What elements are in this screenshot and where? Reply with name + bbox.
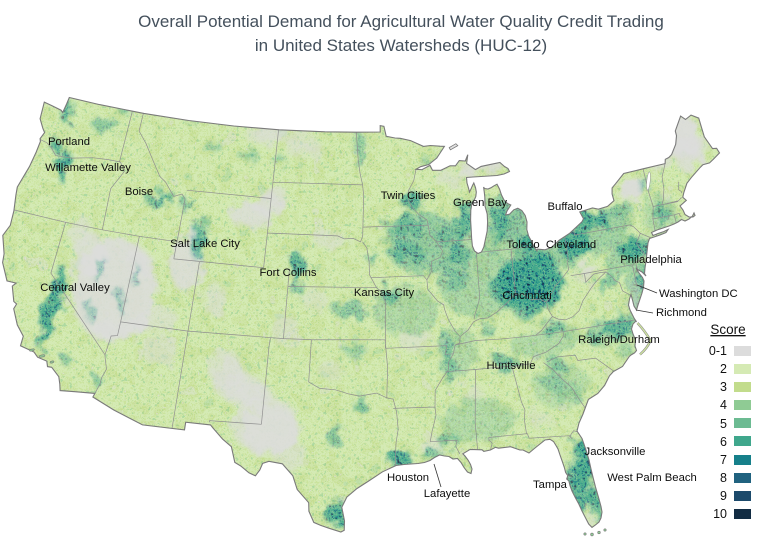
svg-text:Twin Cities: Twin Cities (381, 190, 436, 202)
svg-text:Philadelphia: Philadelphia (620, 254, 682, 266)
svg-text:Central Valley: Central Valley (40, 282, 110, 294)
svg-text:Houston: Houston (387, 472, 429, 484)
svg-text:Buffalo: Buffalo (548, 201, 583, 213)
svg-text:10: 10 (713, 507, 727, 521)
svg-text:Lafayette: Lafayette (424, 488, 470, 500)
svg-text:6: 6 (720, 435, 727, 449)
svg-text:8: 8 (720, 471, 727, 485)
svg-text:9: 9 (720, 489, 727, 503)
svg-text:Score: Score (710, 322, 745, 337)
svg-text:Richmond: Richmond (656, 307, 707, 319)
svg-text:Toledo: Toledo (506, 239, 539, 251)
svg-text:Portland: Portland (48, 136, 90, 148)
svg-text:Jacksonville: Jacksonville (585, 446, 646, 458)
svg-text:Willamette Valley: Willamette Valley (45, 162, 131, 174)
svg-text:Boise: Boise (125, 186, 153, 198)
svg-text:Fort Collins: Fort Collins (259, 267, 316, 279)
svg-text:5: 5 (720, 417, 727, 431)
svg-text:Raleigh/Durham: Raleigh/Durham (578, 334, 660, 346)
svg-text:7: 7 (720, 453, 727, 467)
svg-text:4: 4 (720, 398, 727, 412)
svg-text:0-1: 0-1 (709, 344, 727, 358)
svg-text:Huntsville: Huntsville (487, 360, 536, 372)
svg-text:Tampa: Tampa (533, 479, 568, 491)
svg-text:Green Bay: Green Bay (453, 197, 507, 209)
svg-text:Cleveland: Cleveland (546, 239, 596, 251)
svg-text:Salt Lake City: Salt Lake City (170, 238, 240, 250)
svg-text:3: 3 (720, 380, 727, 394)
svg-text:West Palm Beach: West Palm Beach (607, 472, 697, 484)
svg-text:Cincinnati: Cincinnati (502, 290, 552, 302)
svg-text:Kansas City: Kansas City (354, 287, 415, 299)
svg-text:Washington DC: Washington DC (659, 288, 738, 300)
svg-text:2: 2 (720, 362, 727, 376)
